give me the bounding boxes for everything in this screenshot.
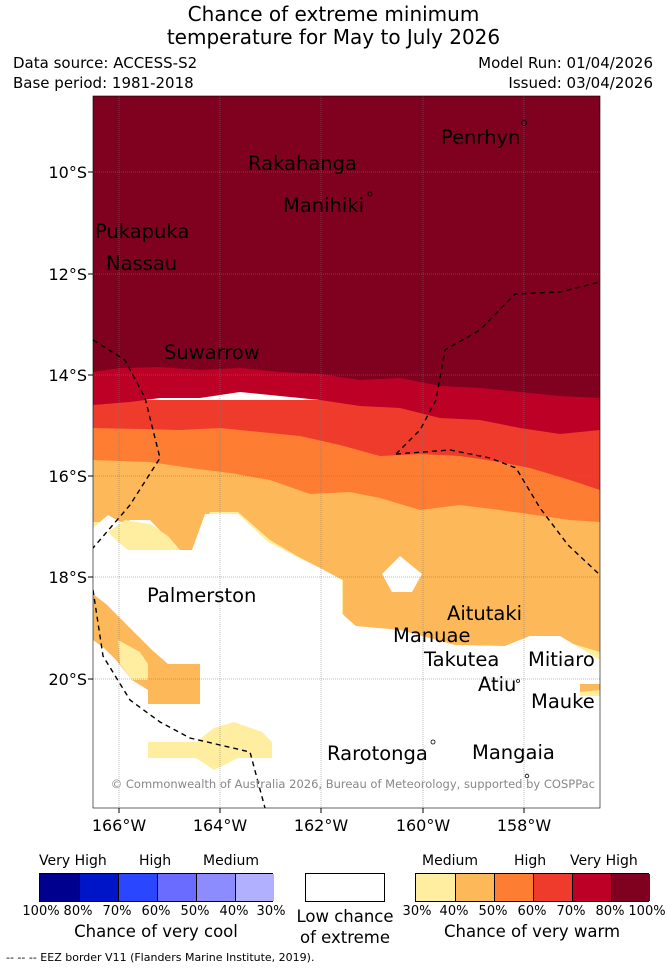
copyright-notice: © Commonwealth of Australia 2026, Bureau… [111,777,595,791]
lon-label: 164°W [193,816,248,835]
legend-cool-tick-label: 70% [102,904,132,919]
legend-cool-high: High [139,853,172,869]
patch-orange-west [93,594,200,704]
legend-warm-tick-label: 50% [478,904,508,919]
legend-cool-colorbar [39,873,274,902]
chart-title-line2: temperature for May to July 2026 [166,25,501,49]
legend-cool-swatch [118,874,157,901]
legend-neutral-line2: of extreme [299,928,391,947]
place-takutea: Takutea [423,648,499,671]
legend-cool-swatch [196,874,235,901]
legend-warm-swatch [494,874,533,901]
data-source: Data source: ACCESS-S2 [13,54,198,72]
lat-label: 10°S [48,163,87,182]
legend-warm-tick-label: 40% [439,904,469,919]
place-mitiaro: Mitiaro [528,648,595,671]
place-aitutaki: Aitutaki [447,602,522,625]
legend-warm-tick-label: 100% [628,904,666,919]
legend-warm-medium: Medium [422,853,478,869]
patch-yellow-north [108,520,180,550]
legend-warm-swatch [572,874,611,901]
place-rakahanga: Rakahanga [248,152,357,175]
legend-cool-very-high: Very High [39,853,107,869]
legend-warm-tick-label: 30% [402,904,432,919]
place-mauke: Mauke [531,690,595,713]
eez-footnote: -- -- -- EEZ border V11 (Flanders Marine… [6,951,315,964]
lat-label: 18°S [48,568,87,587]
issued-date: Issued: 03/04/2026 [508,74,653,92]
legend-warm-swatch [455,874,494,901]
probability-shading [93,96,600,808]
lon-label: 160°W [396,816,451,835]
legend-cool-swatch [235,874,274,901]
low-chance-hole [382,556,422,592]
axis-ticks [88,171,525,813]
legend-warm-swatch [533,874,572,901]
place-manuae: Manuae [393,624,470,647]
eez-border [93,281,600,808]
lon-label: 166°W [92,816,147,835]
place-mangaia: Mangaia [472,741,555,764]
legend-neutral-box [305,873,385,902]
legend-cool-caption: Chance of very cool [74,922,238,941]
map-frame [92,95,601,809]
place-labels: Penrhyn Rakahanga Manihiki Pukapuka Nass… [95,126,595,765]
chart-title-line1: Chance of extreme minimum [187,2,480,26]
legend-warm-swatch [611,874,650,901]
legend-cool-medium: Medium [203,853,259,869]
patch-yellow-west [118,640,148,680]
place-rarotonga: Rarotonga [327,742,428,765]
place-nassau: Nassau [106,252,177,275]
place-atiu: Atiu [478,673,516,696]
legend-cool-tick-label: 40% [219,904,249,919]
legend-cool-tick-label: 100% [22,904,60,919]
probability-map: 10°S 12°S 14°S 16°S 18°S 20°S 166°W 164°… [48,95,601,835]
lat-label: 14°S [48,366,87,385]
axis-labels: 10°S 12°S 14°S 16°S 18°S 20°S 166°W 164°… [48,163,551,835]
legend-warm-tick-label: 80% [595,904,625,919]
place-palmerston: Palmerston [147,584,256,607]
place-pukapuka: Pukapuka [95,220,189,243]
legend-cool-swatch [79,874,118,901]
place-penrhyn: Penrhyn [441,126,520,149]
legend-warm-high: High [514,853,547,869]
legend-cool-tick-label: 60% [141,904,171,919]
legend-cool-swatch [40,874,79,901]
legend-warm-tick-label: 70% [556,904,586,919]
lat-label: 20°S [48,670,87,689]
place-manihiki: Manihiki [283,194,364,217]
legend-warm-caption: Chance of very warm [443,922,621,941]
lon-label: 158°W [497,816,552,835]
legend-cool-tick-label: 50% [180,904,210,919]
legend-warm-colorbar [415,873,650,902]
legend-warm-tick-label: 60% [517,904,547,919]
legend-cool-tick-label: 80% [63,904,93,919]
legend-warm-very-high: Very High [570,853,638,869]
legend-neutral-line1: Low chance [296,907,394,926]
patch-yellow-south [148,722,272,770]
lat-label: 12°S [48,265,87,284]
legend-warm-swatch [416,874,455,901]
patch-orange-east [580,684,600,692]
lat-label: 16°S [48,467,87,486]
base-period: Base period: 1981-2018 [13,74,194,92]
island-markers [367,120,530,779]
model-run: Model Run: 01/04/2026 [478,54,653,72]
place-suwarrow: Suwarrow [164,341,260,364]
legend-cool-swatch [157,874,196,901]
legend-cool-tick-label: 30% [256,904,286,919]
lon-label: 162°W [294,816,349,835]
